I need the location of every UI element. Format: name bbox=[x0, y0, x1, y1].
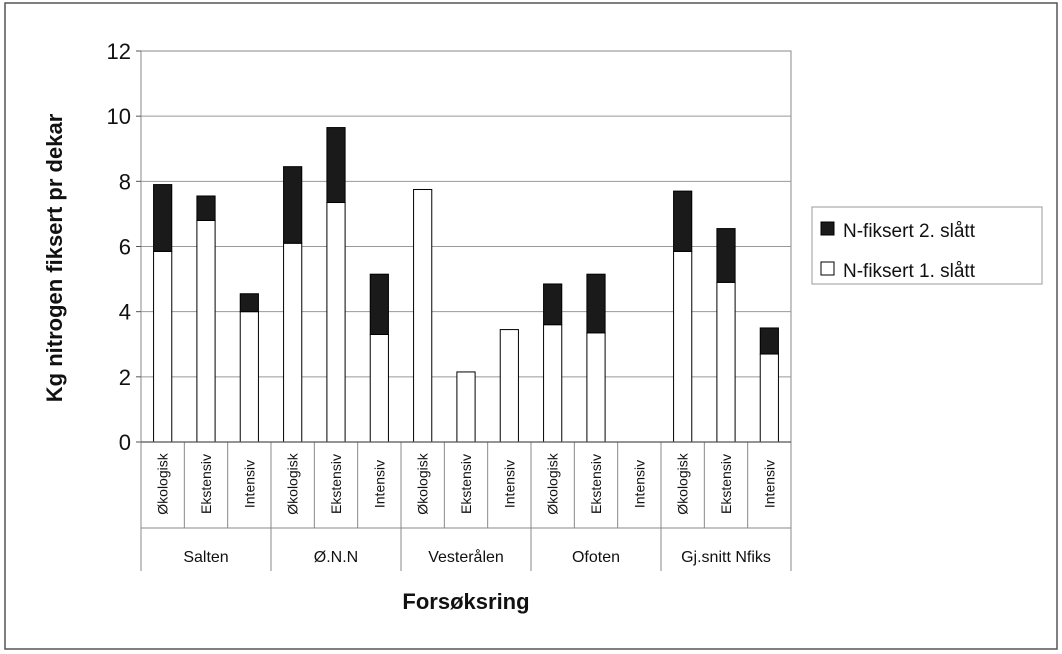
bar-series-2 bbox=[239, 293, 259, 313]
bar-series-2 bbox=[716, 228, 736, 283]
bar-series-1 bbox=[326, 202, 346, 443]
bar-series-1 bbox=[716, 281, 736, 443]
x-category-label: Økologisk bbox=[675, 452, 691, 514]
x-category-label: Økologisk bbox=[155, 452, 171, 514]
x-group-labels: Salten Ø.N.N Vesterålen Ofoten Gj.snitt Nfik… bbox=[183, 548, 771, 566]
x-category-label: Intensiv bbox=[761, 460, 777, 508]
bar-series-2 bbox=[586, 273, 606, 334]
bar-series-1 bbox=[456, 371, 476, 443]
x-category-labels: Økologisk Ekstensiv Intensiv Økologisk Ekste… bbox=[140, 441, 792, 571]
x-category-label: Ekstensiv bbox=[328, 454, 344, 514]
x-category-label: Intensiv bbox=[241, 460, 257, 508]
legend-swatch-series-2 bbox=[820, 221, 835, 236]
bar-series-1 bbox=[153, 250, 173, 443]
x-category-label: Økologisk bbox=[545, 452, 561, 514]
bar-series-1 bbox=[413, 188, 433, 443]
bar-series-2 bbox=[196, 195, 216, 221]
x-category-label: Ekstensiv bbox=[198, 454, 214, 514]
x-category-label: Økologisk bbox=[415, 452, 431, 514]
y-axis-label: Kg nitrogen fiksert pr dekar bbox=[42, 113, 67, 402]
x-category-label: Ekstensiv bbox=[458, 454, 474, 514]
legend: N-fiksert 2. slått N-fiksert 1. slått bbox=[811, 206, 1043, 285]
x-axis-label: Forsøksring bbox=[402, 589, 529, 614]
y-tick-label: 8 bbox=[119, 169, 131, 194]
x-category-label: Intensiv bbox=[631, 460, 647, 508]
x-category-label: Intensiv bbox=[371, 460, 387, 508]
bar-series-1 bbox=[543, 324, 563, 443]
bar-series-2 bbox=[543, 283, 563, 326]
bar-series-1 bbox=[196, 219, 216, 443]
y-tick-label: 10 bbox=[107, 104, 131, 129]
y-tick-label: 0 bbox=[119, 430, 131, 455]
bars bbox=[153, 127, 779, 443]
x-group-label: Ø.N.N bbox=[314, 549, 358, 566]
bar-series-2 bbox=[673, 190, 693, 252]
bar-series-1 bbox=[283, 242, 303, 443]
x-group-label: Salten bbox=[183, 549, 228, 566]
bar-series-1 bbox=[369, 333, 389, 443]
x-category-label: Intensiv bbox=[501, 460, 517, 508]
legend-label-series-2: N-fiksert 2. slått bbox=[843, 221, 976, 242]
bar-series-1 bbox=[586, 332, 606, 443]
bar-series-1 bbox=[239, 311, 259, 443]
x-group-label: Gj.snitt Nfiks bbox=[681, 549, 771, 566]
legend-label-series-1: N-fiksert 1. slått bbox=[843, 261, 976, 282]
bar-series-1 bbox=[499, 329, 519, 443]
bar-series-2 bbox=[283, 166, 303, 244]
y-tick-label: 2 bbox=[119, 365, 131, 390]
legend-swatch-series-1 bbox=[820, 261, 835, 276]
bar-series-2 bbox=[153, 184, 173, 252]
y-tick-label: 4 bbox=[119, 300, 131, 325]
y-tick-label: 6 bbox=[119, 235, 131, 260]
bar-series-1 bbox=[759, 353, 779, 443]
x-category-label: Ekstensiv bbox=[718, 454, 734, 514]
legend-box bbox=[811, 206, 1043, 285]
x-category-label: Økologisk bbox=[285, 452, 301, 514]
bar-series-2 bbox=[369, 273, 389, 335]
bar-series-1 bbox=[673, 250, 693, 443]
y-tick-label: 12 bbox=[107, 39, 131, 64]
x-group-label: Vesterålen bbox=[428, 548, 504, 566]
x-group-label: Ofoten bbox=[572, 549, 620, 566]
x-category-label: Ekstensiv bbox=[588, 454, 604, 514]
y-tick-labels: 0 2 4 6 8 10 12 bbox=[107, 39, 141, 455]
bar-series-2 bbox=[326, 127, 346, 204]
bar-series-2 bbox=[759, 327, 779, 355]
